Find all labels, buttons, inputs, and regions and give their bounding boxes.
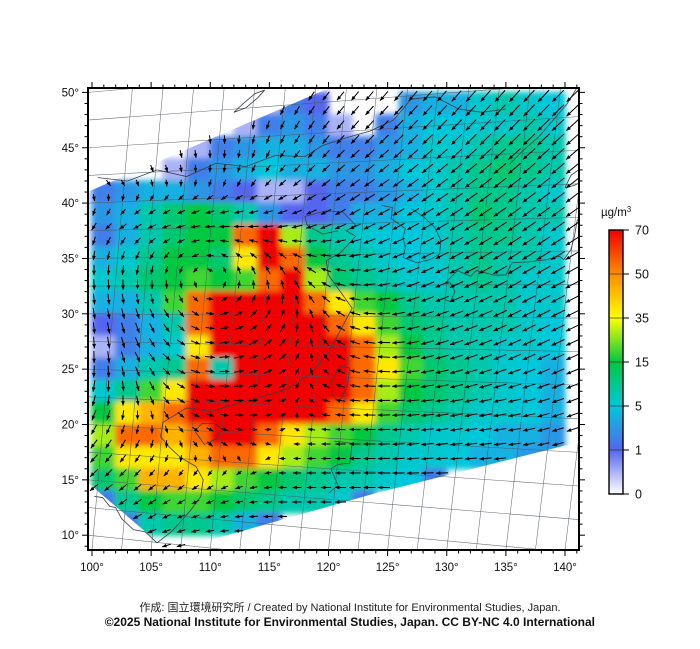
colorbar: 70 50 35 15 5 1 0 µg/m3 [601,205,649,502]
colorbar-tick-label: 0 [635,488,642,502]
lat-tick-label: 30° [62,309,79,321]
graticule-layer [88,88,579,550]
credit-line: 作成: 国立環境研究所 / Created by National Instit… [139,602,561,614]
heatmap-clip-domain [91,91,566,536]
lon-tick-label: 140° [553,562,577,574]
frame-ticks [82,82,585,556]
lat-tick-label: 10° [62,530,79,542]
colorbar-tick-label: 70 [635,224,649,238]
copyright-line: ©2025 National Institute for Environment… [104,615,595,629]
colorbar-tick-label: 50 [635,268,649,282]
lon-tick-label: 120° [317,562,341,574]
axis-labels: 50° 45° 40° 35° 30° 25° 20° 15° 10° 100° 105° 110° 1… [62,87,577,574]
colorbar-unit-label: µg/m3 [601,205,632,219]
colorbar-tick-label: 5 [635,400,642,414]
lat-tick-label: 50° [62,87,79,99]
colorbar-tick-label: 15 [635,356,649,370]
lat-tick-label: 45° [62,143,79,155]
heatmap-clip-frame [91,91,566,536]
lat-tick-label: 40° [62,198,79,210]
map-frame [87,87,580,551]
lon-tick-label: 110° [199,562,222,574]
pm25-heatmap-layer [91,91,566,536]
lat-tick-label: 25° [62,364,79,376]
lon-tick-label: 105° [139,562,163,574]
lat-tick-label: 35° [62,253,79,265]
lat-tick-label: 15° [62,475,79,487]
wind-vector-layer [89,89,579,548]
lon-tick-label: 115° [258,562,281,574]
lon-tick-label: 125° [376,562,400,574]
lon-tick-label: 130° [435,562,459,574]
lon-tick-label: 135° [494,562,518,574]
lat-tick-label: 20° [62,420,79,432]
lon-tick-label: 100° [80,562,104,574]
colorbar-tick-label: 1 [635,444,642,458]
colorbar-tick-label: 35 [635,312,649,326]
